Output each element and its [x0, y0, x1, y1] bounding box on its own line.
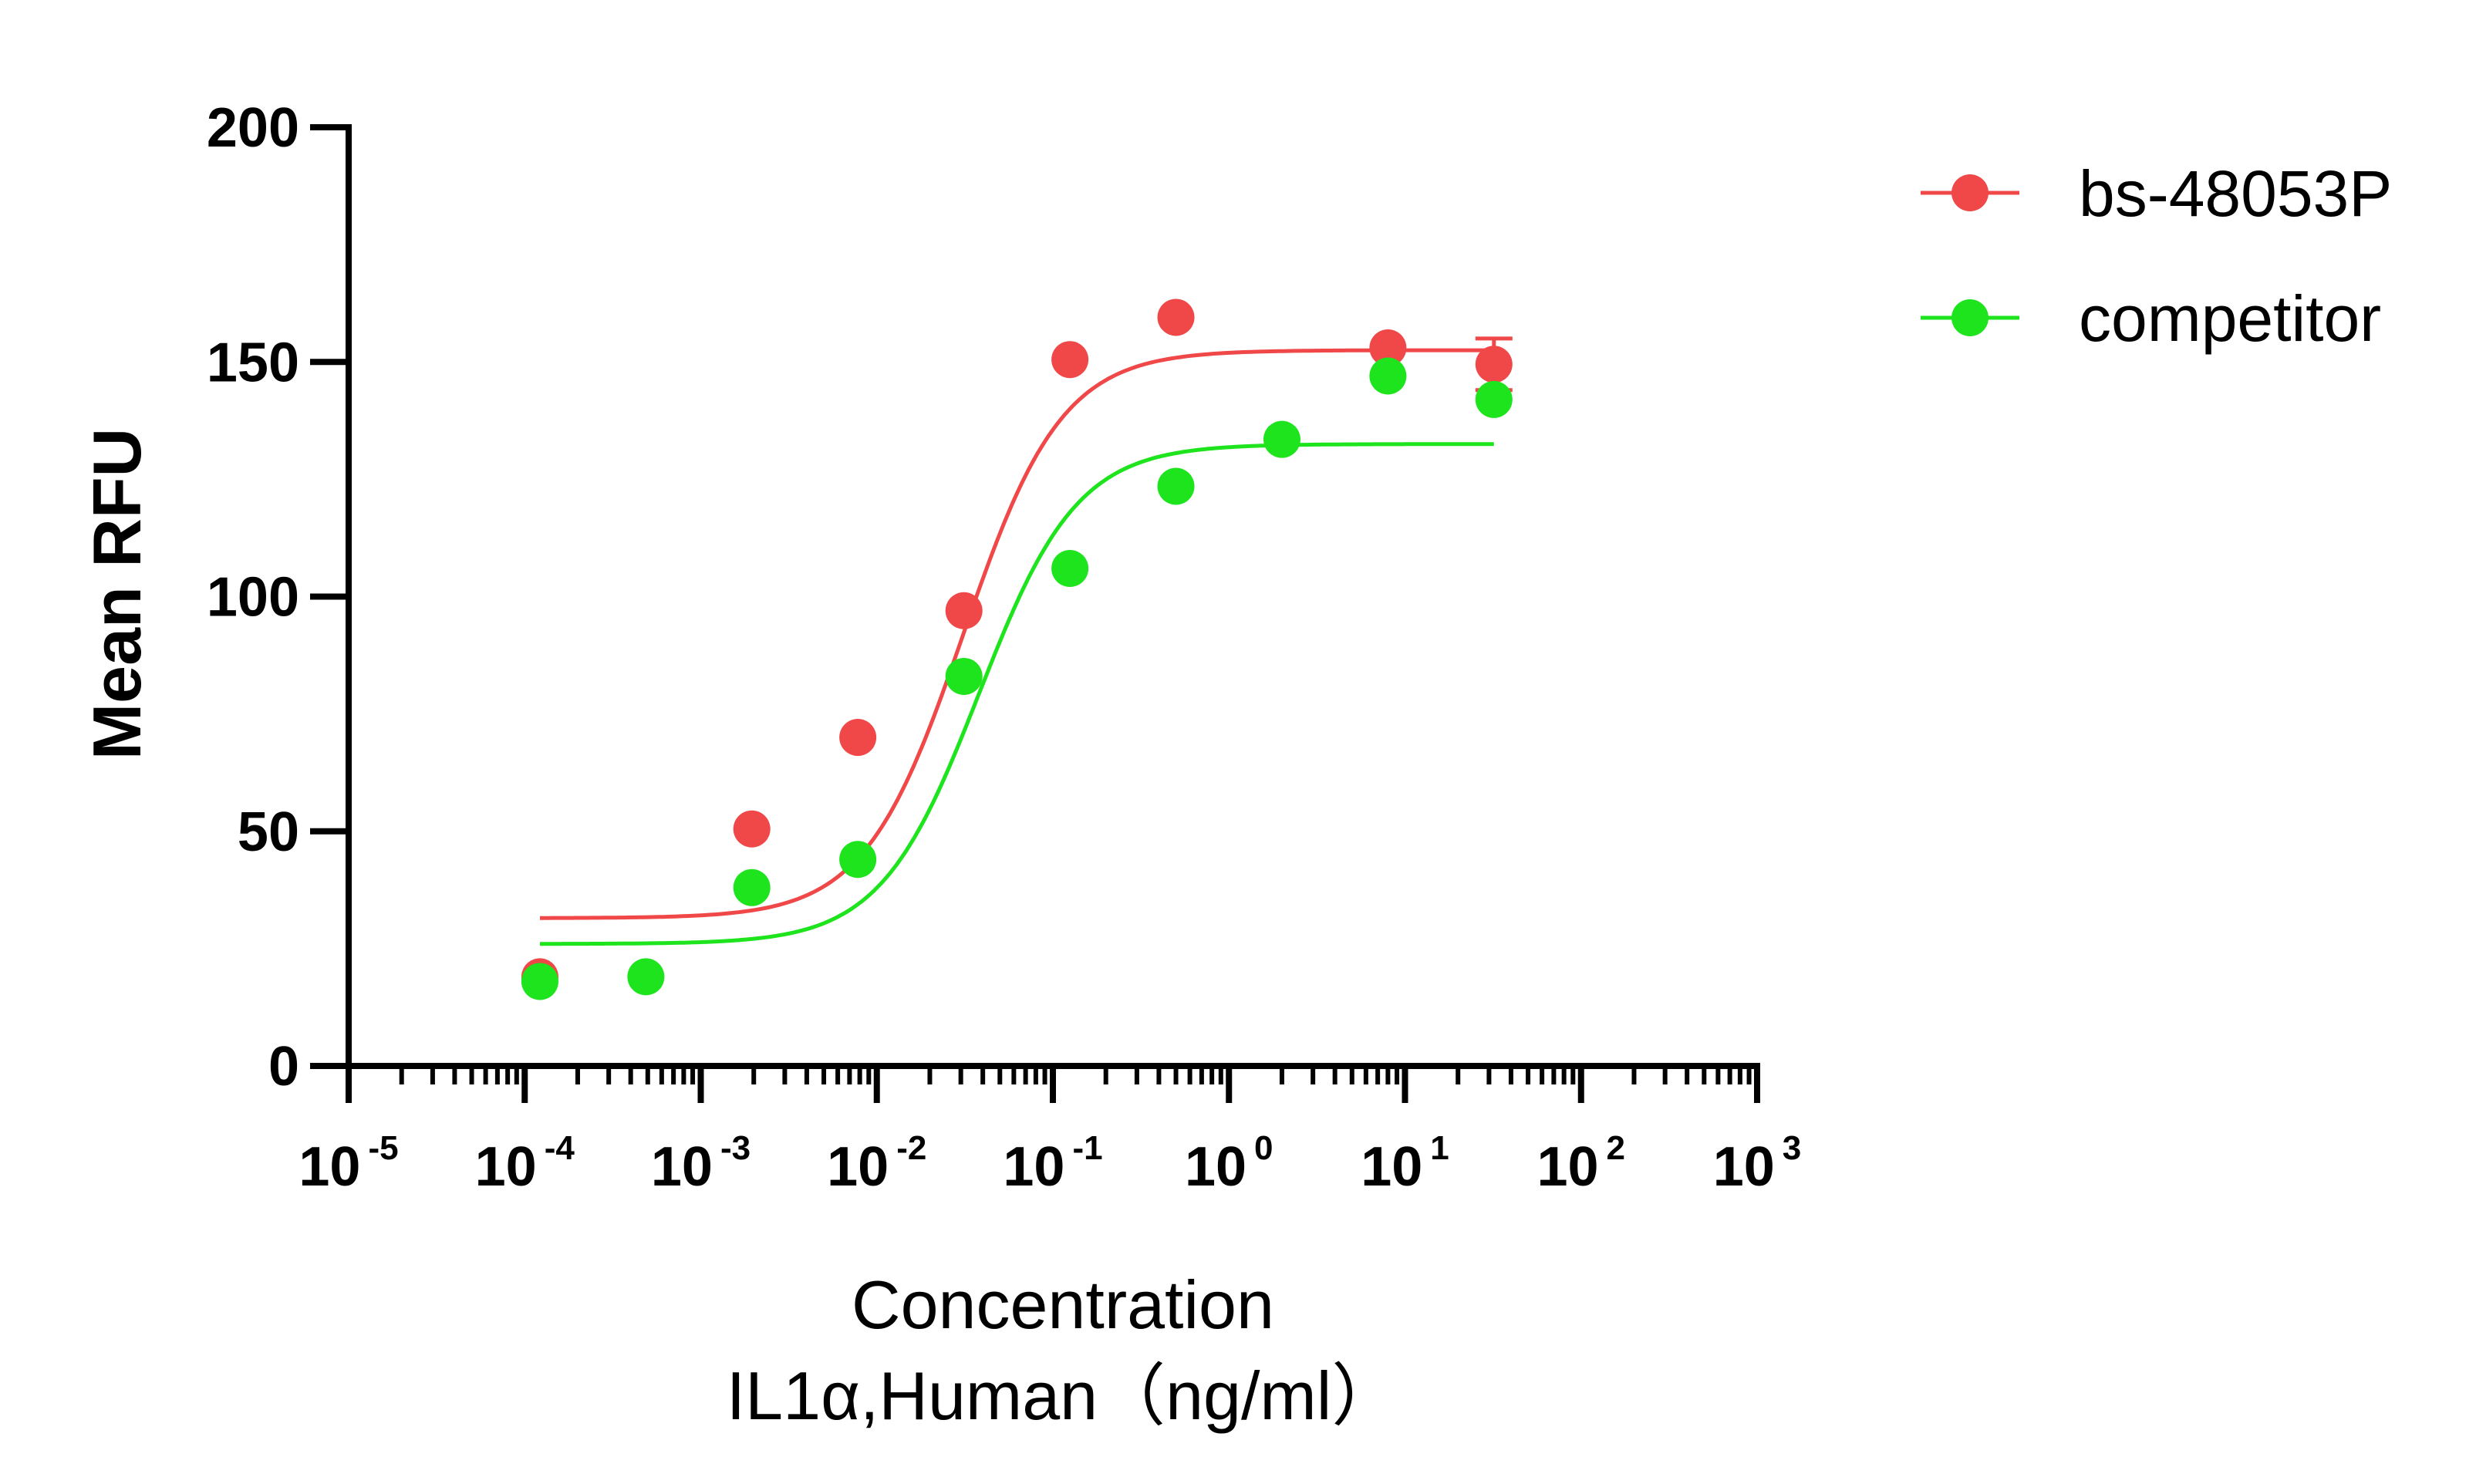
y-tick-label: 100 [207, 567, 299, 629]
data-point [627, 958, 665, 996]
data-point [1475, 346, 1513, 383]
data-point [733, 810, 771, 848]
axes [346, 124, 1760, 1069]
data-point [733, 868, 771, 906]
x-tick-label: 10 -4 [475, 1129, 575, 1198]
data-points [521, 298, 1513, 1000]
data-point [1369, 329, 1407, 366]
y-axis-title: Mean RFU [79, 428, 155, 760]
x-axis-ticks: 10 -5 10 -4 10 -3 10 -2 10 -1 10 0 10 1 10 2 10 3 [299, 1066, 1801, 1198]
data-point [839, 841, 877, 879]
y-tick-label: 200 [207, 97, 299, 159]
data-point [521, 963, 558, 1000]
fit-curve [540, 348, 1494, 920]
x-tick-label: 10 3 [1713, 1129, 1802, 1198]
legend: bs-48053P competitor [1921, 157, 2392, 355]
x-tick-label: 10 -5 [299, 1129, 398, 1198]
x-tick-label: 10 -3 [651, 1129, 751, 1198]
x-axis-subtitle: IL1α,Human（ng/ml） [727, 1358, 1400, 1434]
data-point [839, 719, 877, 757]
x-tick-label: 10 -1 [1003, 1129, 1102, 1198]
data-point [1263, 420, 1300, 458]
legend-label: competitor [2079, 282, 2381, 355]
y-tick-label: 0 [268, 1036, 299, 1098]
y-axis-ticks: 0 50 100 150 200 [207, 97, 349, 1098]
x-tick-label: 10 2 [1537, 1129, 1625, 1198]
x-axis-title: Concentration [852, 1266, 1274, 1343]
y-tick-label: 150 [207, 332, 299, 393]
fit-curve [540, 442, 1494, 946]
x-tick-label: 10 1 [1361, 1129, 1449, 1198]
data-point [1157, 467, 1195, 505]
fit-curves [540, 348, 1494, 946]
data-point [1051, 341, 1089, 379]
data-point [1369, 357, 1407, 395]
data-point [1475, 380, 1513, 418]
x-tick-label: 10 -2 [827, 1129, 926, 1198]
x-tick-label: 10 0 [1185, 1129, 1273, 1198]
data-point [1051, 549, 1089, 587]
data-point [945, 592, 983, 629]
y-tick-label: 50 [238, 801, 299, 863]
legend-marker [1951, 174, 1989, 211]
data-point [945, 657, 983, 695]
legend-marker [1951, 299, 1989, 336]
legend-label: bs-48053P [2079, 157, 2392, 230]
data-point [1157, 298, 1195, 336]
